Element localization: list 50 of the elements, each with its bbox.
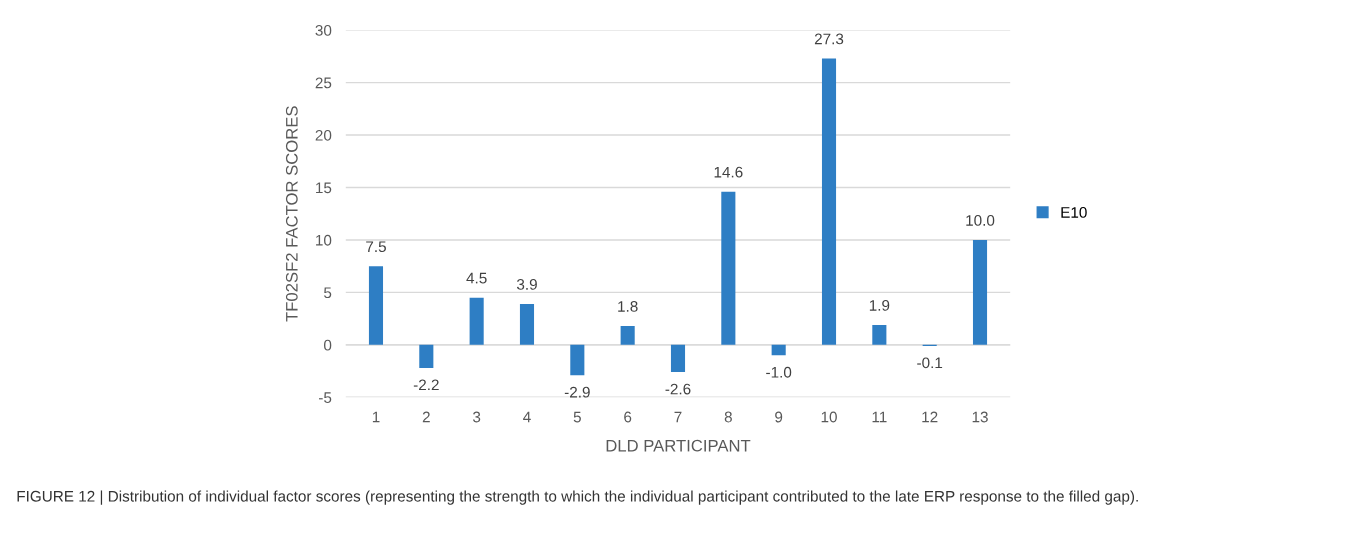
- bar: [570, 344, 585, 376]
- y-axis-title: TF02SF2 FACTOR SCORES: [285, 106, 298, 322]
- data-label: 10.0: [966, 215, 995, 226]
- y-tick-label: 5: [324, 287, 332, 299]
- data-label: 27.3: [814, 33, 844, 45]
- data-label: 1.8: [618, 301, 638, 312]
- bar: [972, 239, 988, 345]
- data-label: -2.2: [413, 379, 439, 391]
- y-tick-label: 20: [315, 129, 332, 141]
- bar: [368, 266, 384, 345]
- x-tick-label: 8: [724, 411, 732, 423]
- y-tick-label: 10: [316, 234, 332, 246]
- bar: [771, 344, 786, 356]
- data-label: 7.5: [366, 241, 386, 253]
- x-tick-label: 7: [674, 411, 682, 423]
- data-label: 3.9: [516, 278, 537, 290]
- x-tick-label: 13: [972, 411, 988, 423]
- x-tick-label: 11: [872, 411, 887, 423]
- y-tick-label: 30: [315, 25, 332, 36]
- caption: FIGURE 12 | Distribution of individual factor scores (representing the strength to which the individual participant contributed to the late ERP response to the filled gap).: [17, 490, 1138, 505]
- x-tick-label: 2: [422, 411, 430, 423]
- y-tick-label: -5: [318, 392, 332, 403]
- data-label: -2.6: [665, 383, 691, 395]
- data-label: -2.9: [564, 386, 590, 398]
- data-label: 14.6: [714, 166, 743, 178]
- bar: [519, 303, 535, 345]
- bar: [620, 325, 635, 345]
- data-label: -0.1: [917, 357, 943, 369]
- x-tick-label: 10: [821, 411, 837, 423]
- bar: [419, 344, 434, 368]
- bar: [670, 344, 686, 373]
- y-tick-label: 0: [323, 339, 332, 351]
- bar: [821, 58, 837, 345]
- x-axis-title: DLD PARTICIPANT: [606, 439, 751, 452]
- x-tick-label: 3: [472, 411, 481, 423]
- data-label: 4.5: [466, 272, 487, 284]
- x-tick-label: 9: [775, 411, 783, 423]
- legend-label: E10: [1061, 207, 1087, 218]
- bar: [469, 297, 484, 345]
- y-tick-label: 25: [315, 77, 332, 89]
- data-label: 1.9: [869, 299, 890, 311]
- y-tick-label: 15: [316, 182, 332, 194]
- data-label: -1.0: [766, 366, 792, 378]
- x-tick-label: 6: [624, 411, 632, 423]
- x-tick-label: 5: [573, 411, 581, 423]
- x-tick-label: 4: [523, 411, 531, 423]
- x-tick-label: 1: [372, 411, 380, 423]
- bar: [872, 324, 887, 345]
- x-tick-label: 12: [922, 411, 938, 423]
- bar: [721, 191, 736, 345]
